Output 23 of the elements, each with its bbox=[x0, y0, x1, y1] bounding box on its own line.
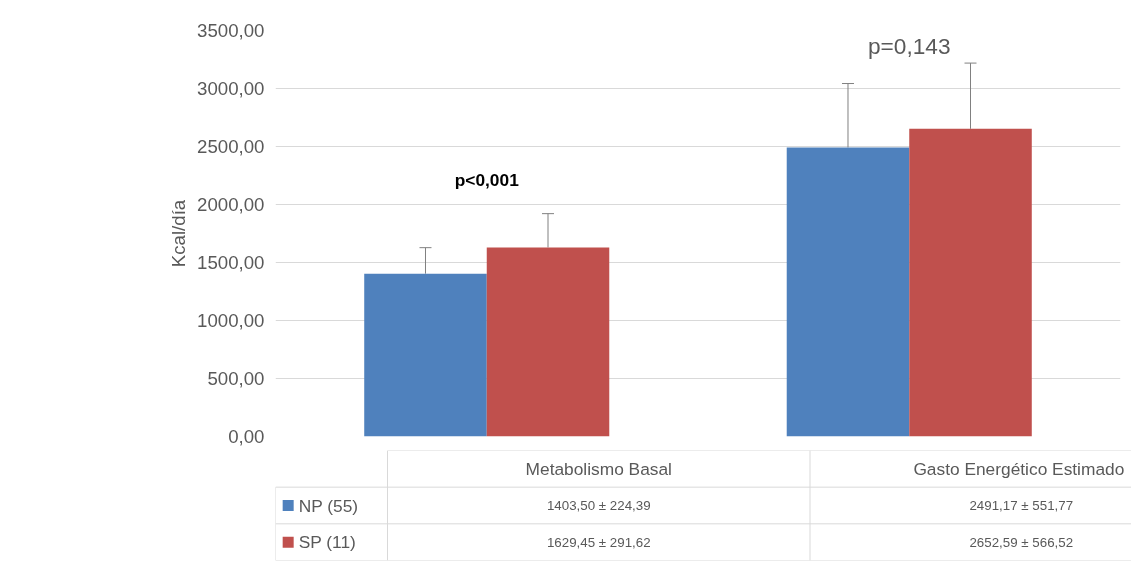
bar bbox=[486, 247, 610, 437]
data-label: 2652,59 ± 566,52 bbox=[969, 534, 1074, 550]
y-tick-label: 3000,00 bbox=[197, 78, 265, 99]
y-tick-label: 3500,00 bbox=[197, 20, 265, 41]
data-label: 1629,45 ± 291,62 bbox=[546, 534, 651, 550]
data-label: 2491,17 ± 551,77 bbox=[969, 498, 1074, 513]
bar bbox=[909, 128, 1032, 437]
y-tick-label: 2000,00 bbox=[197, 194, 265, 215]
y-axis-title: Kcal/día bbox=[168, 199, 190, 268]
bar bbox=[786, 147, 910, 437]
y-tick-label: 1500,00 bbox=[197, 252, 265, 273]
y-tick-label: 2500,00 bbox=[197, 136, 265, 157]
legend-label: NP (55) bbox=[298, 495, 359, 516]
legend-label: SP (11) bbox=[298, 532, 356, 553]
x-tick-label: Metabolismo Basal bbox=[525, 458, 672, 479]
annotation: p<0,001 bbox=[454, 170, 520, 191]
y-tick-label: 500,00 bbox=[207, 368, 265, 389]
data-label: 1403,50 ± 224,39 bbox=[546, 498, 651, 513]
bar bbox=[364, 273, 487, 437]
y-tick-label: 0,00 bbox=[228, 426, 265, 447]
x-tick-label: Gasto Energético Estimado bbox=[913, 458, 1125, 479]
y-tick-label: 1000,00 bbox=[197, 310, 265, 331]
annotation: p=0,143 bbox=[867, 32, 951, 59]
